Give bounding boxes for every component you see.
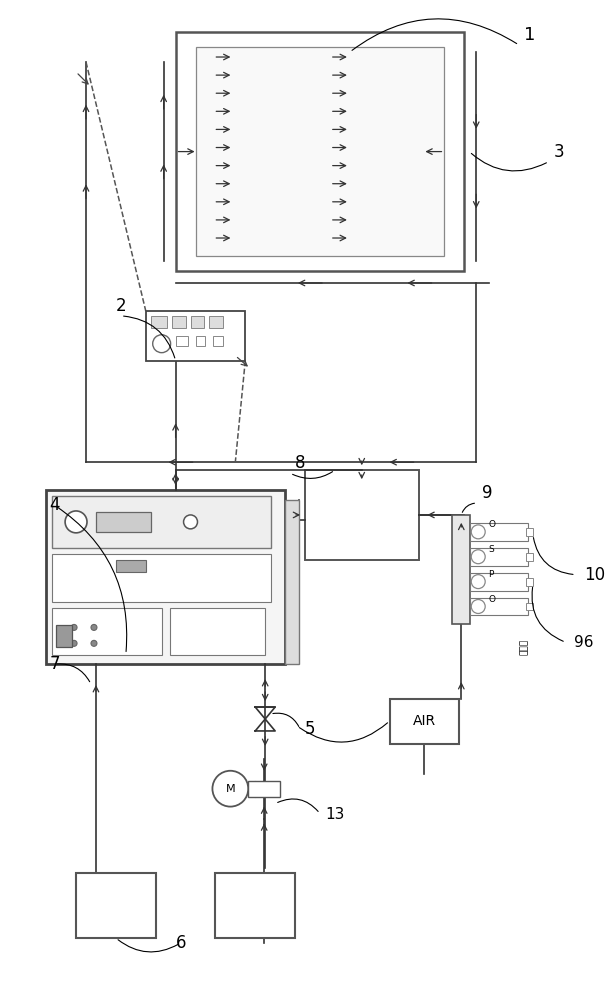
Circle shape — [91, 640, 97, 646]
Bar — [52, 496, 271, 548]
Bar — [172, 316, 186, 328]
Bar — [170, 608, 265, 655]
Bar — [526, 578, 533, 586]
Text: 稀释气: 稀释气 — [520, 639, 529, 655]
Circle shape — [183, 515, 197, 529]
Text: 10: 10 — [584, 566, 605, 584]
Bar — [76, 873, 156, 938]
Circle shape — [471, 525, 485, 539]
Bar — [248, 781, 280, 797]
Text: 3: 3 — [554, 143, 565, 161]
Circle shape — [71, 640, 77, 646]
Bar — [285, 500, 299, 664]
Bar — [96, 512, 151, 532]
Text: P: P — [488, 570, 493, 579]
Bar — [116, 560, 146, 572]
Text: 4: 4 — [49, 496, 59, 514]
Circle shape — [213, 771, 248, 807]
Bar — [470, 573, 528, 591]
Bar — [210, 316, 223, 328]
Circle shape — [91, 624, 97, 630]
Bar — [470, 548, 528, 566]
Circle shape — [65, 511, 87, 533]
Bar — [191, 316, 205, 328]
Text: AIR: AIR — [413, 714, 436, 728]
Bar — [390, 699, 459, 744]
Text: 9: 9 — [482, 484, 493, 502]
Circle shape — [71, 624, 77, 630]
Text: 6: 6 — [175, 934, 186, 952]
Text: O: O — [488, 520, 495, 529]
Bar — [196, 336, 205, 346]
Text: O: O — [488, 595, 495, 604]
Circle shape — [153, 335, 170, 353]
Bar — [175, 32, 464, 271]
Bar — [52, 554, 271, 602]
Bar — [146, 311, 245, 361]
Circle shape — [471, 575, 485, 589]
Bar — [526, 528, 533, 536]
Bar — [196, 47, 444, 256]
Bar — [305, 470, 419, 560]
Text: 5: 5 — [305, 720, 316, 738]
Bar — [526, 603, 533, 610]
Text: 96: 96 — [574, 635, 593, 650]
Text: 8: 8 — [295, 454, 305, 472]
Text: 7: 7 — [49, 655, 59, 673]
Text: 2: 2 — [116, 297, 126, 315]
Bar — [175, 336, 188, 346]
Bar — [151, 316, 167, 328]
Text: S: S — [488, 545, 494, 554]
Bar — [452, 515, 470, 624]
Bar — [470, 523, 528, 541]
Bar — [470, 598, 528, 615]
Text: 1: 1 — [524, 26, 535, 44]
Text: 13: 13 — [325, 807, 345, 822]
Bar — [56, 625, 72, 647]
Circle shape — [471, 600, 485, 613]
Bar — [215, 873, 295, 938]
Circle shape — [471, 550, 485, 564]
Bar — [526, 553, 533, 561]
Text: M: M — [226, 784, 235, 794]
Bar — [213, 336, 223, 346]
Bar — [52, 608, 162, 655]
Bar — [46, 490, 285, 664]
